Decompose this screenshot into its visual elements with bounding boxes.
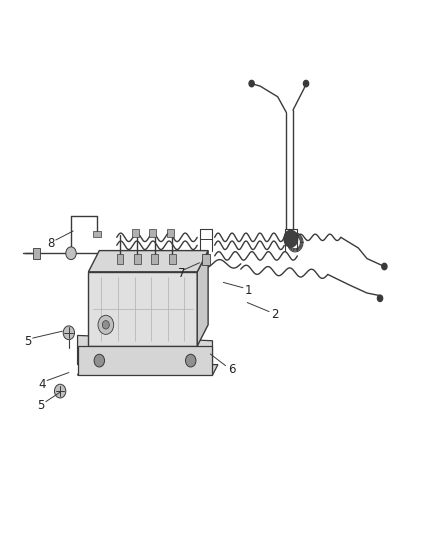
Polygon shape [88, 272, 197, 346]
Bar [169, 254, 176, 264]
Circle shape [284, 230, 298, 247]
Bar [151, 254, 158, 264]
Text: 6: 6 [228, 364, 235, 376]
Bar [166, 229, 173, 237]
Text: 7: 7 [178, 267, 185, 280]
Circle shape [378, 295, 383, 302]
Circle shape [185, 354, 196, 367]
Bar [201, 254, 210, 265]
Bar [117, 254, 124, 264]
Circle shape [54, 384, 66, 398]
Circle shape [98, 316, 114, 334]
Text: 8: 8 [47, 237, 54, 250]
Polygon shape [78, 346, 212, 375]
Bar [132, 229, 139, 237]
Text: 5: 5 [24, 335, 32, 348]
Text: 5: 5 [37, 399, 44, 412]
Polygon shape [88, 251, 208, 272]
Bar [93, 231, 102, 237]
Circle shape [94, 354, 105, 367]
Circle shape [102, 320, 110, 329]
Circle shape [63, 326, 74, 340]
Text: 4: 4 [39, 378, 46, 391]
Polygon shape [197, 251, 208, 346]
Text: 1: 1 [245, 284, 253, 297]
Circle shape [304, 80, 309, 87]
Circle shape [382, 263, 387, 270]
Bar [33, 248, 40, 259]
Polygon shape [78, 365, 218, 375]
Text: 2: 2 [271, 308, 279, 321]
Bar [149, 229, 156, 237]
Circle shape [249, 80, 254, 87]
Bar [134, 254, 141, 264]
Polygon shape [78, 335, 212, 365]
Circle shape [66, 247, 76, 260]
